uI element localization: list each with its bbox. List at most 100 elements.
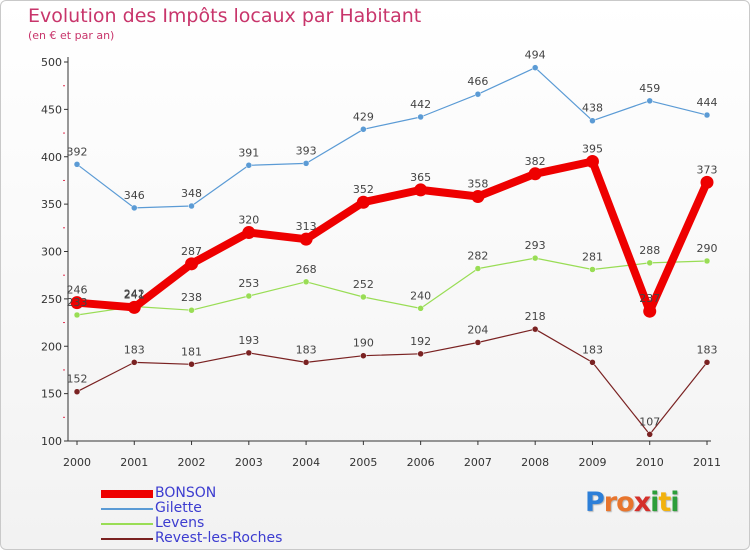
data-label: 391 [238,146,259,159]
data-point [131,359,138,366]
data-point [302,160,310,167]
data-point [417,350,424,358]
data-label: 429 [353,110,374,123]
x-tick-label: 2001 [120,456,148,469]
data-point [589,117,596,124]
data-label: 293 [525,239,546,252]
data-label: 466 [467,75,488,88]
x-tick-label: 2002 [178,456,206,469]
data-point [646,259,653,267]
y-tick-label: 100 [41,435,62,448]
y-tick-label: 400 [41,151,62,164]
data-point [471,190,485,204]
logo-letter: i [670,487,679,518]
data-label: 392 [67,145,88,158]
data-point [474,339,482,346]
data-label: 358 [467,178,488,191]
legend-swatch [101,490,153,498]
data-label: 382 [525,155,546,168]
data-point [528,167,542,181]
data-label: 438 [582,102,603,115]
data-point [70,296,84,310]
data-point [302,278,310,286]
data-label: 246 [67,284,88,297]
data-point [185,257,199,271]
y-tick-label: 150 [41,388,62,401]
logo-letter: o [616,487,635,518]
proxiti-logo: Proxiti [585,487,680,518]
data-label: 242 [124,287,145,300]
data-label: 240 [410,289,431,302]
data-label: 241 [124,288,145,301]
legend-label: Levens [155,515,205,531]
data-point [414,183,428,197]
legend-label: Revest-les-Roches [155,530,283,546]
legend-swatch [101,538,153,540]
logo-letter: i [650,487,659,518]
x-tick-label: 2008 [521,456,549,469]
logo-letter: r [603,487,617,518]
data-point [188,361,195,368]
axes: 100 150 200 250 300 350 400 450 500 2000 2001 2002 2… [41,56,721,469]
data-label: 444 [697,96,718,109]
data-point [360,293,367,301]
data-label: 253 [238,277,259,290]
data-label: 233 [67,296,88,309]
data-point [700,175,714,189]
data-label: 183 [582,343,603,356]
data-point [299,232,313,246]
series-layer [70,64,714,438]
logo-letter: t [658,487,671,518]
data-label: 290 [697,242,718,255]
data-point [188,306,195,314]
data-point [73,161,81,168]
data-label: 237 [639,292,660,305]
data-label: 442 [410,98,431,111]
data-point [531,64,539,71]
data-point [643,304,657,318]
series-line-bonson [73,157,711,316]
data-label: 183 [124,343,145,356]
data-point [131,204,138,212]
data-label: 281 [582,251,603,264]
data-label: 395 [582,142,603,155]
x-tick-label: 2011 [693,456,721,469]
data-labels-layer: 246 241 287 320 313 352 365 358 382 395 237 373 392 3… [67,49,718,429]
legend-swatch [101,508,153,510]
x-tick-label: 2005 [349,456,377,469]
data-label: 282 [467,250,488,263]
data-label: 193 [238,334,259,347]
data-point [474,265,482,272]
data-label: 190 [353,337,374,350]
data-point [646,431,653,438]
data-point [417,305,424,312]
data-label: 494 [525,49,546,62]
data-point [356,195,370,209]
chart-subtitle: (en € et par an) [28,29,115,42]
data-label: 218 [525,310,546,323]
data-point [188,202,195,210]
series-line-revest-les-roches [76,328,708,435]
data-point [531,254,539,262]
data-point [474,90,482,98]
data-point [360,126,367,133]
x-tick-label: 2009 [578,456,606,469]
data-label: 348 [181,187,202,200]
data-point [242,226,256,240]
data-point [589,266,596,273]
data-label: 288 [639,244,660,257]
data-point [589,359,596,366]
data-label: 204 [467,323,488,336]
series-line-levens [76,257,708,316]
data-point [703,257,711,265]
data-point [127,300,141,314]
data-label: 346 [124,189,145,202]
x-tick-label: 2003 [235,456,263,469]
data-label: 268 [296,263,317,276]
data-point [245,349,253,357]
data-label: 320 [238,214,259,227]
legend-label: Gilette [155,500,202,516]
data-label: 152 [67,373,88,386]
